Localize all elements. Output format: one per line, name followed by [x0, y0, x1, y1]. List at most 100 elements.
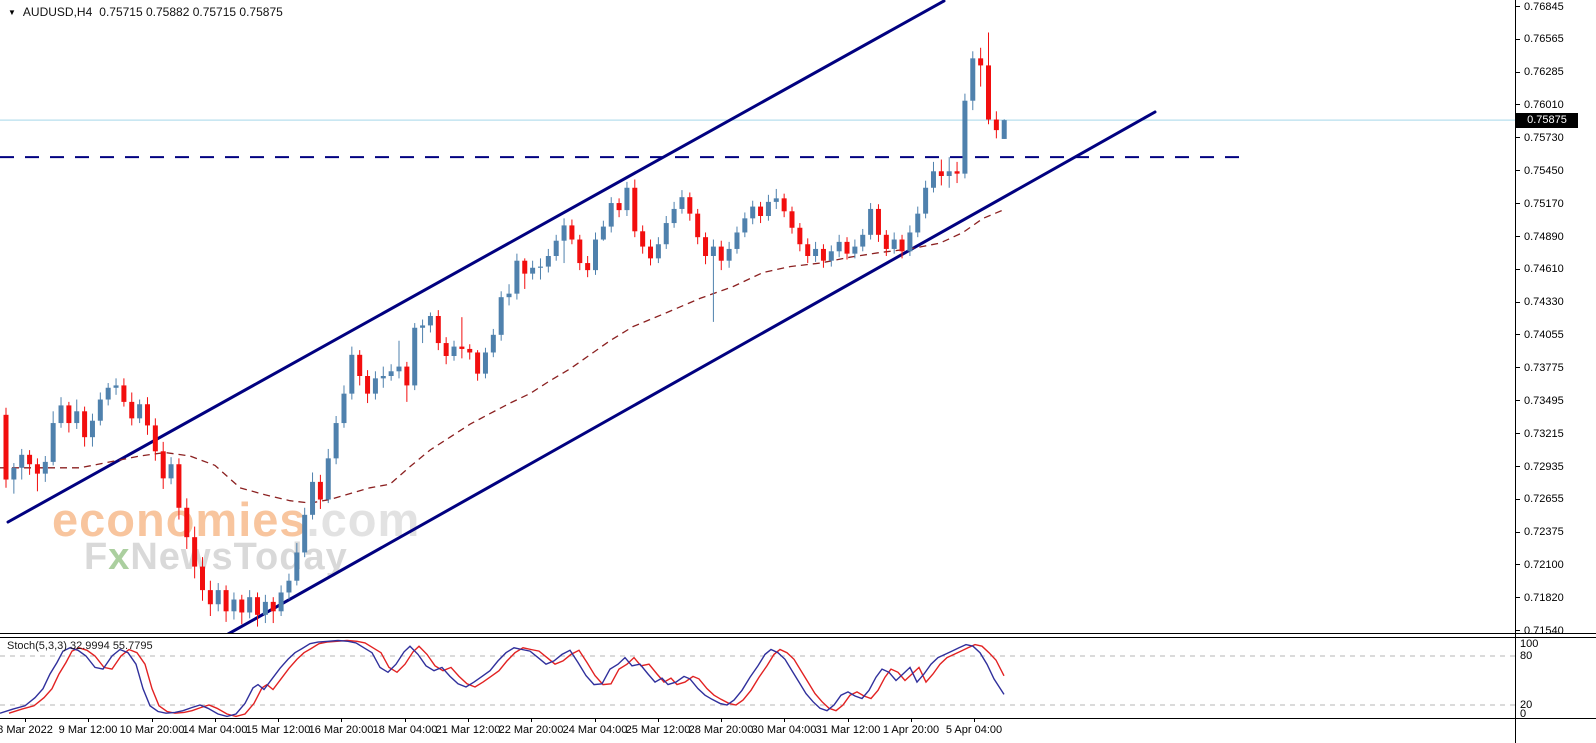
candle-body	[852, 246, 858, 254]
candle-body	[74, 411, 80, 424]
chevron-down-icon[interactable]: ▼	[8, 7, 16, 17]
candle-body	[317, 481, 323, 500]
candle-body	[883, 234, 889, 249]
candle-body	[561, 225, 567, 241]
price-tick-label: 0.76285	[1524, 66, 1564, 79]
candle-body	[82, 411, 88, 438]
candle-body	[58, 405, 64, 424]
candle-body	[19, 454, 25, 468]
candle-body	[938, 171, 944, 176]
price-tick-label: 0.76565	[1524, 33, 1564, 46]
candle-body	[286, 580, 292, 593]
price-tick	[1515, 400, 1520, 402]
stoch-scale-label: 0	[1520, 708, 1527, 720]
candle-body	[514, 260, 520, 294]
candle-body	[262, 601, 268, 615]
panel-separator-top[interactable]	[0, 633, 1596, 634]
candle-body	[899, 239, 905, 252]
candle-body	[923, 187, 929, 214]
price-tick-label: 0.72375	[1524, 526, 1564, 539]
candle-body	[129, 401, 135, 419]
price-tick	[1515, 630, 1520, 632]
candle-body	[231, 599, 237, 612]
candle-body	[365, 376, 371, 394]
candle-body	[3, 414, 9, 480]
candle-body	[986, 65, 991, 120]
candle-body	[310, 481, 316, 515]
candle-body	[522, 260, 528, 274]
candle-body	[758, 206, 764, 216]
current-price-badge: 0.75875	[1516, 113, 1578, 128]
candle-body	[404, 366, 410, 386]
candle-body	[396, 366, 402, 372]
candles	[3, 32, 1007, 627]
candle-body	[726, 248, 732, 261]
candle-body	[616, 203, 622, 211]
time-tick	[784, 718, 785, 722]
candle-body	[978, 58, 984, 66]
time-tick	[658, 718, 659, 722]
candle-body	[530, 267, 536, 274]
time-tick	[974, 718, 975, 722]
time-tick	[278, 718, 279, 722]
candle-body	[475, 352, 481, 374]
main-chart-canvas[interactable]	[0, 0, 1515, 634]
price-tick-label: 0.71820	[1524, 591, 1564, 604]
candle-body	[215, 590, 221, 605]
stochastic-label: Stoch(5,3,3) 32.9994 55.7795	[7, 640, 153, 652]
price-tick-label: 0.74330	[1524, 296, 1564, 309]
time-tick-label: 9 Mar 12:00	[58, 724, 118, 736]
price-tick	[1515, 466, 1520, 467]
time-tick	[848, 718, 849, 722]
candle-body	[805, 244, 811, 256]
candle-body	[160, 451, 166, 479]
candle-body	[828, 251, 834, 261]
candle-body	[695, 213, 701, 238]
candle-body	[820, 248, 826, 261]
price-tick	[1515, 137, 1520, 139]
candle-body	[718, 246, 724, 261]
candle-body	[844, 241, 850, 254]
candle-body	[506, 293, 512, 298]
candle-body	[710, 246, 716, 256]
candle-body	[593, 239, 598, 271]
chart-title: ▼ AUDUSD,H4 0.75715 0.75882 0.75715 0.75…	[8, 5, 283, 19]
time-tick-label: 10 Mar 20:00	[119, 724, 185, 736]
candle-body	[420, 325, 426, 328]
time-tick	[215, 718, 216, 722]
panel-separator-bottom[interactable]	[0, 637, 1596, 638]
time-tick	[405, 718, 406, 722]
price-tick-label: 0.72100	[1524, 558, 1564, 571]
candle-body	[498, 297, 504, 335]
time-axis-border	[0, 718, 1596, 719]
stoch-scale-label: 80	[1520, 650, 1533, 662]
price-tick	[1515, 433, 1520, 435]
time-tick-label: 25 Mar 12:00	[625, 724, 691, 736]
candle-body	[569, 225, 575, 240]
watermark-x: x	[108, 536, 131, 578]
candle-body	[11, 467, 17, 480]
time-tick	[88, 718, 89, 722]
channel-upper-trendline	[6, 0, 946, 524]
candle-body	[27, 454, 33, 465]
time-tick	[468, 718, 469, 722]
time-tick	[531, 718, 532, 722]
price-tick-label: 0.73495	[1524, 394, 1564, 407]
time-tick-label: 31 Mar 12:00	[815, 724, 881, 736]
candle-body	[875, 208, 881, 235]
candle-body	[255, 597, 261, 615]
price-tick-label: 0.76010	[1524, 98, 1564, 111]
candle-body	[176, 464, 182, 508]
candle-body	[930, 171, 936, 188]
stochastic-subwindow-canvas[interactable]	[0, 638, 1515, 718]
time-tick-label: 24 Mar 04:00	[562, 724, 628, 736]
candle-body	[640, 231, 646, 247]
candle-body	[200, 566, 205, 591]
candle-body	[372, 378, 378, 394]
price-tick	[1515, 71, 1520, 73]
candle-body	[797, 227, 803, 245]
candle-body	[907, 232, 913, 252]
channel-lower-trendline	[226, 110, 1157, 634]
time-tick-label: 30 Mar 04:00	[751, 724, 817, 736]
